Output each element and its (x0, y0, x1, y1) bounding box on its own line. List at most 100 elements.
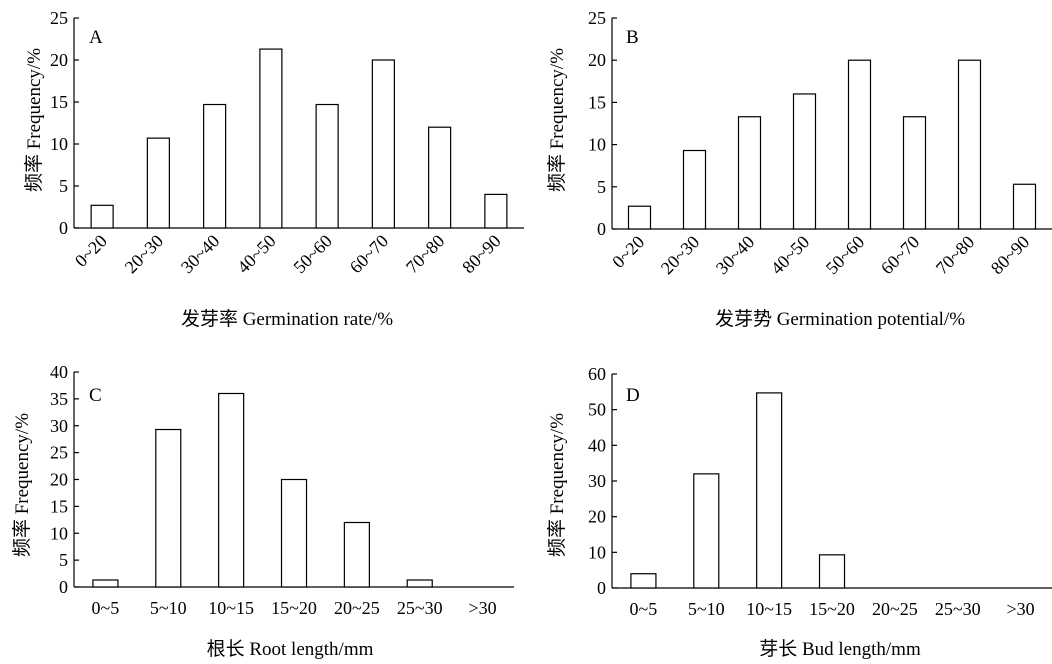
y-tick-label: 35 (50, 389, 68, 409)
bar (737, 116, 762, 230)
y-tick-label: 20 (50, 50, 68, 70)
bar (343, 521, 370, 588)
x-tick-label: >30 (469, 598, 497, 618)
panel-b: B 频率 Frequency/% 发芽势 Germination potenti… (546, 8, 1052, 330)
x-tick-label: 50~60 (822, 232, 868, 278)
bar (818, 554, 846, 589)
panel-a: A 频率 Frequency/% 发芽率 Germination rate/% … (23, 8, 524, 330)
x-tick-label: 60~70 (346, 231, 392, 277)
bar (627, 205, 652, 230)
x-tick-label: 20~25 (334, 598, 380, 618)
x-tick-label: 80~90 (458, 231, 504, 277)
x-tick-label: 80~90 (987, 232, 1033, 278)
bar (315, 103, 339, 229)
y-tick-label: 0 (59, 218, 68, 238)
x-tick-label: 10~15 (208, 598, 254, 618)
bar (484, 193, 508, 229)
y-tick-label: 5 (59, 176, 68, 196)
y-tick-label: 20 (50, 470, 68, 490)
x-tick-label: 60~70 (877, 232, 923, 278)
bar (792, 93, 817, 230)
y-tick-label: 15 (50, 92, 68, 112)
bar (902, 116, 927, 230)
y-axis-title: 频率 Frequency/% (11, 413, 33, 557)
x-tick-label: 15~20 (271, 598, 317, 618)
y-tick-label: 15 (50, 496, 68, 516)
x-tick-label: 0~20 (71, 231, 111, 271)
bar (92, 579, 119, 588)
y-tick-label: 20 (588, 507, 606, 527)
panel-letter: B (626, 27, 639, 48)
y-tick-label: 15 (588, 92, 606, 112)
x-axis-title: 发芽率 Germination rate/% (181, 308, 393, 330)
x-tick-label: 40~50 (767, 232, 813, 278)
x-tick-label: 30~40 (177, 231, 223, 277)
x-tick-label: 70~80 (402, 231, 448, 277)
bar (406, 579, 433, 588)
x-tick-label: 20~25 (872, 599, 918, 619)
x-tick-label: 0~5 (92, 598, 120, 618)
y-tick-label: 5 (59, 550, 68, 570)
bar (847, 59, 872, 230)
y-tick-label: 20 (588, 50, 606, 70)
panel-letter: D (626, 385, 640, 406)
y-tick-label: 0 (597, 578, 606, 598)
y-tick-label: 30 (588, 471, 606, 491)
y-tick-label: 50 (588, 400, 606, 420)
y-tick-label: 30 (50, 416, 68, 436)
x-axis-title: 根长 Root length/mm (207, 638, 374, 660)
bar (428, 126, 452, 229)
y-tick-label: 10 (588, 135, 606, 155)
y-tick-label: 5 (597, 177, 606, 197)
x-tick-label: 25~30 (935, 599, 981, 619)
y-axis-title: 频率 Frequency/% (23, 48, 45, 192)
bar (756, 392, 783, 589)
panel-letter: A (89, 27, 103, 48)
bar (90, 204, 114, 229)
y-tick-label: 10 (50, 523, 68, 543)
y-tick-label: 10 (50, 134, 68, 154)
y-tick-label: 40 (50, 362, 68, 382)
bar (280, 478, 308, 588)
x-axis-title: 发芽势 Germination potential/% (715, 308, 965, 330)
y-tick-label: 0 (597, 219, 606, 239)
x-tick-label: 0~20 (608, 232, 648, 272)
bar (218, 392, 245, 588)
x-tick-label: 70~80 (932, 232, 978, 278)
x-tick-label: 5~10 (150, 598, 187, 618)
panel-c: C 频率 Frequency/% 根长 Root length/mm 0 5 10 1… (11, 362, 514, 660)
x-tick-label: 40~50 (233, 231, 279, 277)
y-tick-label: 0 (59, 577, 68, 597)
x-tick-label: >30 (1007, 599, 1035, 619)
bar (203, 103, 227, 229)
x-tick-label: 20~30 (121, 231, 167, 277)
x-tick-label: 0~5 (630, 599, 658, 619)
y-tick-label: 10 (588, 542, 606, 562)
x-tick-label: 20~30 (657, 232, 703, 278)
panel-d: D 频率 Frequency/% 芽长 Bud length/mm 0 10 20 3… (546, 364, 1052, 660)
bar (155, 428, 182, 588)
bar (682, 149, 707, 230)
bar (693, 473, 720, 589)
y-axis-title: 频率 Frequency/% (546, 413, 568, 557)
y-tick-label: 25 (588, 8, 606, 28)
x-tick-label: 50~60 (289, 231, 335, 277)
bar (146, 137, 170, 229)
bar (630, 573, 657, 589)
x-tick-label: 10~15 (746, 599, 792, 619)
y-axis-title: 频率 Frequency/% (546, 48, 568, 192)
y-tick-label: 25 (50, 8, 68, 28)
y-tick-label: 25 (50, 443, 68, 463)
bar (1012, 183, 1037, 230)
x-tick-label: 25~30 (397, 598, 443, 618)
y-tick-label: 60 (588, 364, 606, 384)
bar (259, 48, 283, 229)
bar (371, 59, 395, 229)
x-axis-title: 芽长 Bud length/mm (759, 638, 921, 660)
y-tick-label: 40 (588, 435, 606, 455)
bar (957, 59, 982, 230)
x-tick-label: 30~40 (712, 232, 758, 278)
x-tick-label: 5~10 (688, 599, 725, 619)
x-tick-label: 15~20 (809, 599, 855, 619)
